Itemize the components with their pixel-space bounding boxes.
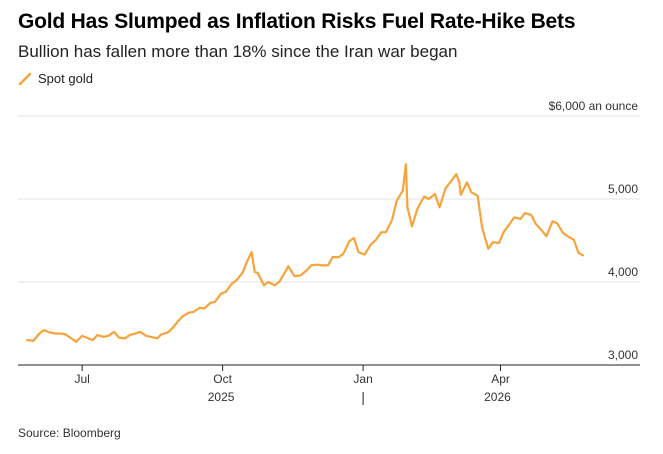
year-label: 2026 [484,390,511,404]
y-tick-label: $6,000 an ounce [549,99,639,113]
y-tick-label: 4,000 [608,265,638,279]
legend: Spot gold [18,71,93,86]
x-tick-label: Apr [491,372,510,386]
year-label: 2025 [208,390,235,404]
x-tick-label: Oct [213,372,232,386]
chart-subtitle: Bullion has fallen more than 18% since t… [18,42,458,61]
x-tick-label: Jul [74,372,89,386]
legend-label-spot-gold: Spot gold [38,71,93,86]
legend-swatch-spot-gold [18,72,32,85]
y-tick-label: 3,000 [608,348,638,362]
source-note: Source: Bloomberg [18,426,121,440]
x-tick-label: Jan [353,372,372,386]
y-tick-label: 5,000 [608,182,638,196]
chart-title: Gold Has Slumped as Inflation Risks Fuel… [18,10,576,33]
series-line-spot-gold [26,163,585,343]
